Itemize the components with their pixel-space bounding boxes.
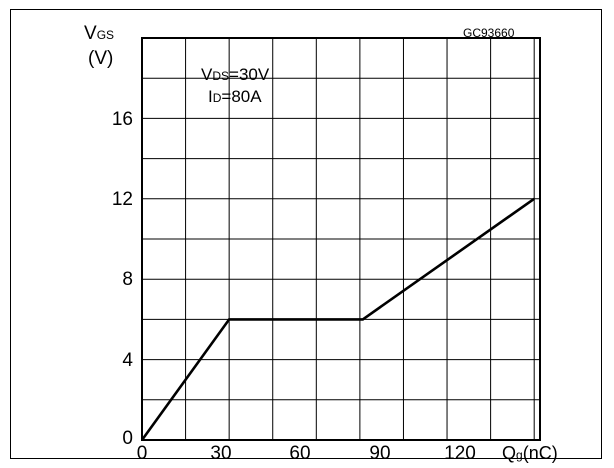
x-tick-label: 30: [210, 443, 232, 464]
plot-border: [141, 37, 541, 441]
y-tick-label: 12: [111, 189, 133, 210]
annotation-vds: VDS=30V: [201, 65, 270, 84]
chart-frame: [10, 9, 602, 459]
y-axis-unit: (V): [88, 48, 114, 69]
y-tick-label: 16: [111, 109, 133, 130]
x-axis-label: Qg(nC): [502, 443, 558, 463]
x-tick-label: 0: [136, 443, 148, 464]
y-tick-label: 0: [122, 428, 133, 449]
x-tick-label: 120: [444, 443, 476, 464]
y-axis-label: VGS: [84, 23, 115, 44]
grid: [142, 38, 540, 440]
series-line: [140, 197, 535, 441]
figure-code: GC93660: [463, 26, 515, 40]
annotation-id: ID=80A: [208, 87, 262, 106]
x-tick-label: 60: [289, 443, 311, 464]
y-tick-label: 4: [122, 350, 133, 371]
x-tick-label: 90: [369, 443, 391, 464]
y-tick-label: 8: [122, 269, 133, 290]
